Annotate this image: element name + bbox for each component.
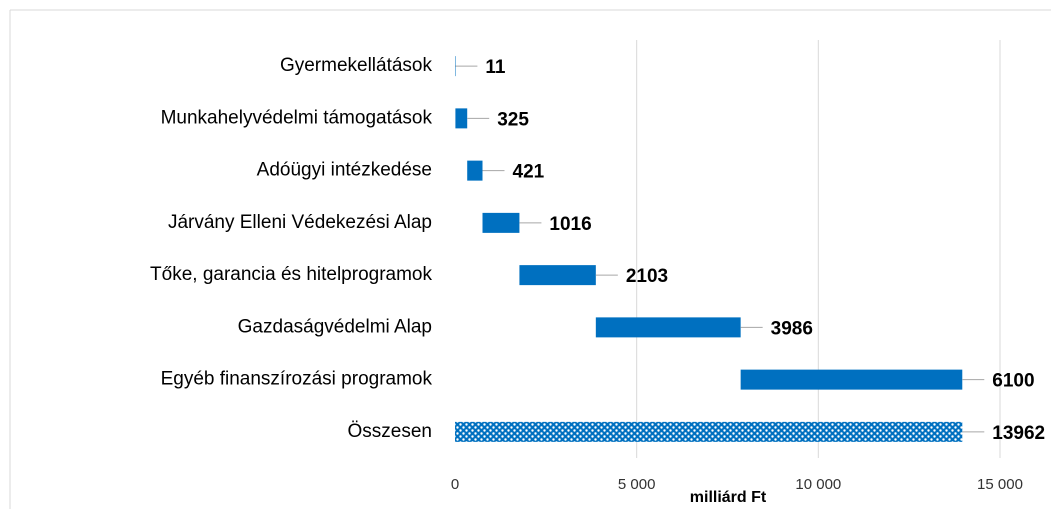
category-label: Adóügyi intézkedése [257, 160, 432, 181]
value-label: 3986 [771, 318, 813, 339]
value-label: 6100 [992, 371, 1034, 392]
bar [455, 108, 468, 129]
total-bar [455, 421, 963, 442]
category-label: Tőke, garancia és hitelprogramok [150, 264, 432, 285]
value-label: 11 [485, 57, 506, 78]
value-label: 421 [513, 162, 545, 183]
category-label: Gazdaságvédelmi Alap [238, 316, 432, 337]
x-tick-label: 0 [451, 476, 459, 493]
category-label: Összesen [348, 421, 432, 442]
x-axis-title: milliárd Ft [690, 489, 767, 506]
bar [482, 212, 520, 233]
category-label: Egyéb finanszírozási programok [161, 369, 433, 390]
bar [455, 56, 456, 77]
category-label: Munkahelyvédelmi támogatások [161, 107, 433, 128]
value-label: 1016 [549, 214, 591, 235]
category-label: Járvány Elleni Védekezési Alap [168, 212, 432, 233]
value-label: 2103 [626, 266, 668, 287]
value-label: 13962 [992, 423, 1045, 444]
bar [595, 317, 741, 338]
x-tick-label: 10 000 [795, 476, 841, 493]
x-tick-label: 15 000 [977, 476, 1023, 493]
category-label: Gyermekellátások [280, 55, 433, 76]
bar [519, 265, 596, 286]
bar [740, 369, 963, 390]
bar [467, 160, 483, 181]
value-label: 325 [497, 109, 529, 130]
x-tick-label: 5 000 [618, 476, 656, 493]
